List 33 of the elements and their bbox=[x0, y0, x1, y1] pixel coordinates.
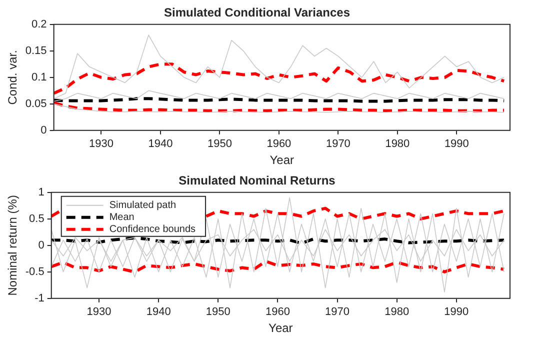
legend-label: Mean bbox=[109, 212, 134, 224]
legend-label: Confidence bounds bbox=[109, 224, 196, 236]
x-tick-label: 1960 bbox=[265, 306, 290, 318]
y-axis-title: Nominal return (%) bbox=[6, 195, 20, 296]
chart-title: Simulated Nominal Returns bbox=[178, 174, 336, 188]
y-tick-label: 1 bbox=[38, 186, 44, 198]
x-tick-label: 1980 bbox=[384, 306, 410, 318]
y-tick-label: -0.5 bbox=[25, 266, 44, 278]
x-tick-label: 1950 bbox=[206, 306, 230, 318]
x-tick-label: 1950 bbox=[207, 138, 232, 150]
legend-label: Simulated path bbox=[109, 200, 176, 212]
x-tick-label: 1970 bbox=[326, 138, 350, 150]
y-tick-label: 0.1 bbox=[32, 71, 47, 84]
y-axis-title: Cond. var. bbox=[6, 50, 20, 105]
x-tick-label: 1940 bbox=[148, 138, 173, 150]
x-tick-label: 1970 bbox=[325, 306, 350, 318]
y-tick-label: 0 bbox=[40, 124, 47, 136]
x-tick-label: 1940 bbox=[146, 306, 171, 318]
x-tick-label: 1960 bbox=[266, 138, 292, 150]
x-tick-label: 1930 bbox=[88, 138, 114, 150]
y-tick-label: 0.05 bbox=[25, 98, 47, 110]
x-tick-label: 1990 bbox=[444, 138, 469, 150]
x-tick-label: 1930 bbox=[86, 306, 112, 318]
x-tick-label: 1990 bbox=[444, 306, 469, 318]
y-tick-label: 0.2 bbox=[32, 18, 47, 30]
chart-title: Simulated Conditional Variances bbox=[164, 6, 350, 20]
y-tick-label: 0.5 bbox=[29, 212, 44, 225]
x-axis-title: Year bbox=[268, 321, 293, 336]
y-tick-label: -1 bbox=[34, 292, 44, 304]
y-tick-label: 0 bbox=[38, 239, 44, 252]
x-tick-label: 1980 bbox=[385, 138, 410, 150]
x-axis-title: Year bbox=[270, 153, 294, 168]
y-tick-label: 0.15 bbox=[25, 44, 47, 57]
